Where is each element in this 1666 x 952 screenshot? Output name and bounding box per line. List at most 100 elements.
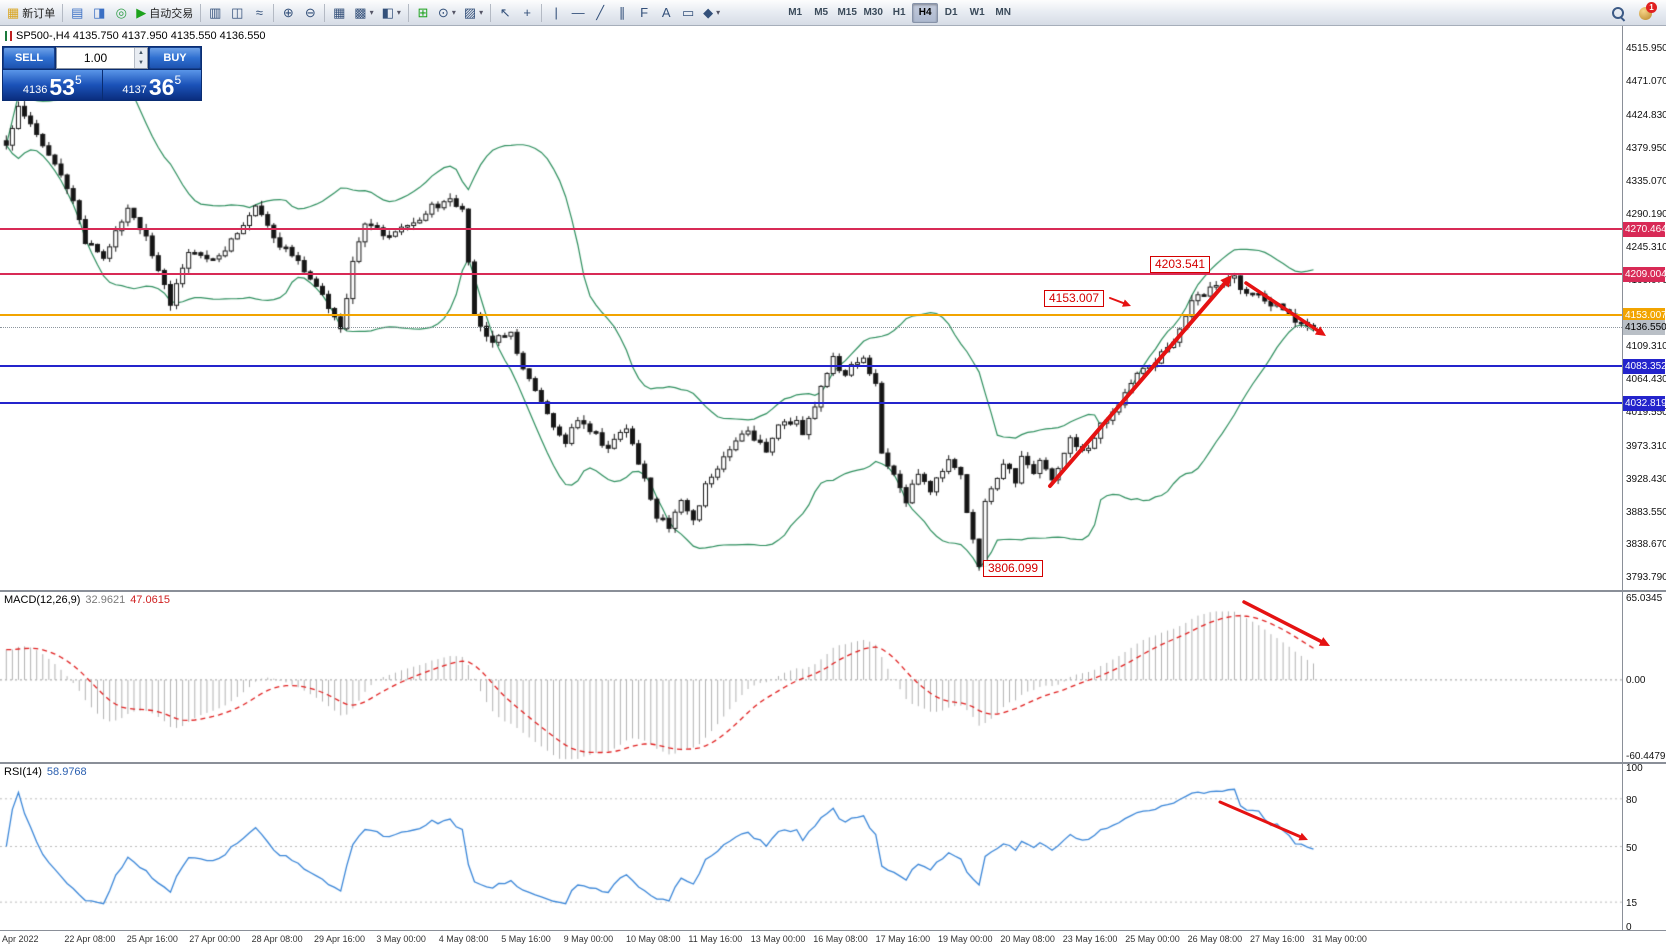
search-button[interactable] xyxy=(1607,2,1629,24)
price-chart-canvas[interactable] xyxy=(0,26,1666,952)
price-level-line[interactable] xyxy=(0,228,1622,231)
time-axis-label: 27 Apr 00:00 xyxy=(189,934,241,944)
trade-panel-controls: SELL ▲ ▼ BUY xyxy=(3,47,201,69)
timeframe-mn-button[interactable]: MN xyxy=(995,7,1011,18)
timeframe-d1-button[interactable]: D1 xyxy=(944,7,958,18)
tile-windows-button[interactable]: ▦ xyxy=(328,2,350,24)
zoom-out-icon: ⊖ xyxy=(304,5,316,20)
notifications-button[interactable]: 1 xyxy=(1635,1,1659,24)
navigator-button[interactable]: ◎ xyxy=(110,2,132,24)
channel-button[interactable]: ∥ xyxy=(611,2,633,24)
macd-main-value: 32.9621 xyxy=(85,594,126,606)
time-axis-label: 17 May 16:00 xyxy=(875,934,931,944)
timeframe-m1-button[interactable]: M1 xyxy=(788,7,803,18)
shapes-button[interactable]: ◆ ▾ xyxy=(699,2,724,24)
trendline-button[interactable]: ╱ xyxy=(589,2,611,24)
candlestick-icon xyxy=(5,31,12,41)
volume-input[interactable] xyxy=(57,48,134,68)
rsi-scale-label: 80 xyxy=(1626,794,1638,806)
price-axis-label: 3838.670 xyxy=(1626,539,1666,551)
fibonacci-button[interactable]: F xyxy=(633,2,655,24)
price-axis-badge: 4209.004 xyxy=(1623,266,1666,282)
horizontal-line-button[interactable]: — xyxy=(567,2,589,24)
price-axis-label: 4019.550 xyxy=(1626,406,1666,418)
search-icon xyxy=(1611,6,1625,20)
timeframe-m15-button[interactable]: M15 xyxy=(837,7,857,18)
price-annotation[interactable]: 4203.541 xyxy=(1150,256,1211,273)
tile-windows-icon: ▦ xyxy=(333,5,346,20)
periods-button[interactable]: ⊙ ▾ xyxy=(434,2,460,24)
price-level-line[interactable] xyxy=(0,273,1622,276)
main-toolbar: ▦ 新订单 ▤ ◨ ◎ ▶ 自动交易 ▥ ◫ ≈ ⊕ ⊖ ▦ ▩ ▾ ◧ ▾ ⊞ ⊙ ▾ ▨ ▾ ↖ + | — ╱ ∥ F A ▭ ◆ ▾ M… xyxy=(0,0,1666,26)
buy-button[interactable]: BUY xyxy=(149,47,201,69)
new-order-button-label: 新订单 xyxy=(22,7,56,20)
market-watch-button[interactable]: ▤ xyxy=(66,2,88,24)
autotrading-icon: ▶ xyxy=(136,5,147,20)
bar-chart-icon: ▥ xyxy=(209,5,222,20)
buy-price-big: 36 xyxy=(148,74,175,100)
timeframe-h4-button[interactable]: H4 xyxy=(912,2,939,23)
zoom-in-button[interactable]: ⊕ xyxy=(277,2,299,24)
vertical-line-button[interactable]: | xyxy=(545,2,567,24)
one-click-trading-panel: SELL ▲ ▼ BUY 4136 53 5 4137 36 5 xyxy=(2,46,202,101)
text-icon: A xyxy=(661,5,671,20)
timeframe-m30-button[interactable]: M30 xyxy=(863,7,883,18)
data-window-button[interactable]: ◨ xyxy=(88,2,110,24)
rsi-scale-label: 0 xyxy=(1626,922,1632,933)
main-macd-panel-splitter[interactable] xyxy=(0,590,1666,592)
price-level-line[interactable] xyxy=(0,365,1622,368)
volume-down-button[interactable]: ▼ xyxy=(138,60,144,66)
price-axis-label: 4064.430 xyxy=(1626,374,1666,386)
price-axis-label: 3883.550 xyxy=(1626,506,1666,518)
timeframe-m5-button[interactable]: M5 xyxy=(814,7,829,18)
buy-price[interactable]: 4137 36 5 xyxy=(102,70,201,100)
cursor-button[interactable]: ↖ xyxy=(494,2,516,24)
text-label-button[interactable]: ▭ xyxy=(677,2,699,24)
sell-price[interactable]: 4136 53 5 xyxy=(3,70,102,100)
bar-chart-button[interactable]: ▥ xyxy=(204,2,226,24)
channel-icon: ∥ xyxy=(618,5,626,20)
new-chart-button-dropdown-icon: ▾ xyxy=(369,8,374,17)
price-annotation[interactable]: 4153.007 xyxy=(1044,290,1105,307)
chart-title-text: SP500-,H4 4135.750 4137.950 4135.550 413… xyxy=(16,30,266,42)
profiles-button[interactable]: ◧ ▾ xyxy=(378,2,405,24)
toolbar-separator xyxy=(273,3,275,22)
zoom-out-button[interactable]: ⊖ xyxy=(299,2,321,24)
crosshair-icon: + xyxy=(523,5,531,20)
navigator-icon: ◎ xyxy=(115,5,127,20)
macd-rsi-panel-splitter[interactable] xyxy=(0,762,1666,764)
time-axis-label: 28 Apr 08:00 xyxy=(251,934,303,944)
price-axis-label: 4245.310 xyxy=(1626,241,1666,253)
chart-title: SP500-,H4 4135.750 4137.950 4135.550 413… xyxy=(5,30,266,42)
volume-up-button[interactable]: ▲ xyxy=(138,50,144,56)
zoom-in-icon: ⊕ xyxy=(282,5,294,20)
candlestick-chart-button[interactable]: ◫ xyxy=(226,2,248,24)
text-button[interactable]: A xyxy=(655,2,677,24)
rsi-value: 58.9768 xyxy=(46,766,87,778)
line-chart-icon: ≈ xyxy=(255,5,263,20)
templates-button-dropdown-icon: ▾ xyxy=(479,8,484,17)
new-order-button[interactable]: ▦ 新订单 xyxy=(3,2,59,24)
crosshair-button[interactable]: + xyxy=(516,2,538,24)
price-annotation[interactable]: 3806.099 xyxy=(983,560,1044,577)
volume-stepper: ▲ ▼ xyxy=(134,48,147,68)
price-axis-label: 3928.430 xyxy=(1626,473,1666,485)
buy-price-prefix: 4137 xyxy=(122,84,147,96)
buy-price-sup: 5 xyxy=(174,73,182,87)
indicators-button[interactable]: ⊞ xyxy=(412,2,434,24)
price-axis-label: 4424.830 xyxy=(1626,110,1666,122)
price-level-line[interactable] xyxy=(0,402,1622,405)
timeframe-h1-button[interactable]: H1 xyxy=(892,7,906,18)
time-axis-label: 13 May 00:00 xyxy=(750,934,806,944)
autotrading-button[interactable]: ▶ 自动交易 xyxy=(132,2,197,24)
current-price-line[interactable] xyxy=(0,327,1622,329)
profiles-button-dropdown-icon: ▾ xyxy=(396,8,401,17)
line-chart-button[interactable]: ≈ xyxy=(248,2,270,24)
sell-button[interactable]: SELL xyxy=(3,47,55,69)
rsi-scale-label: 100 xyxy=(1626,763,1643,774)
timeframe-w1-button[interactable]: W1 xyxy=(969,7,985,18)
new-chart-button[interactable]: ▩ ▾ xyxy=(350,2,377,24)
templates-button[interactable]: ▨ ▾ xyxy=(460,2,487,24)
price-level-line[interactable] xyxy=(0,314,1622,317)
time-axis-label: 26 May 08:00 xyxy=(1187,934,1243,944)
